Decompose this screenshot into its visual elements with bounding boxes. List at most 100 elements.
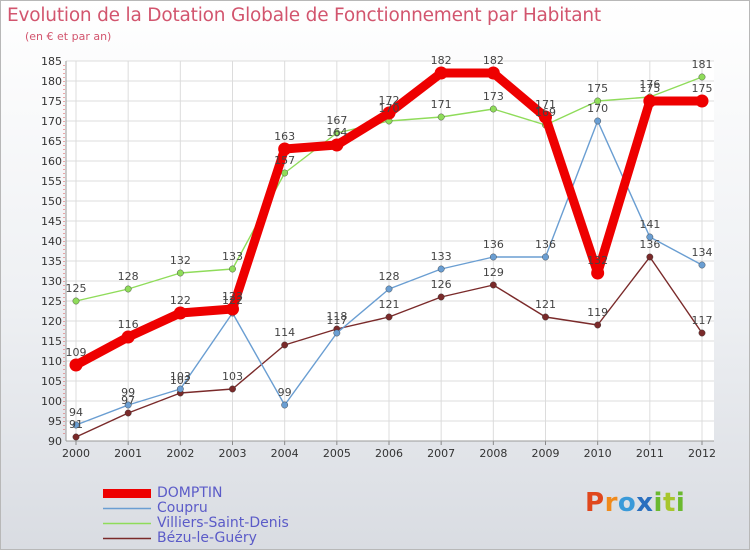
data-label: 169 xyxy=(535,106,556,119)
x-tick-label: 2012 xyxy=(688,447,716,460)
data-label: 170 xyxy=(379,102,400,115)
data-label: 99 xyxy=(278,386,292,399)
y-tick-label: 180 xyxy=(41,75,62,88)
chart-title: Evolution de la Dotation Globale de Fonc… xyxy=(7,5,601,26)
chart-subtitle: (en € et par an) xyxy=(25,30,112,43)
data-point xyxy=(646,233,654,241)
data-label: 116 xyxy=(118,318,139,331)
data-label: 103 xyxy=(170,370,191,383)
legend: DOMPTIN Coupru Villiers-Saint-Denis Bézu-le… xyxy=(101,486,289,546)
data-label: 128 xyxy=(379,270,400,283)
data-label: 132 xyxy=(170,254,191,267)
legend-swatch xyxy=(103,522,151,525)
data-label: 136 xyxy=(535,238,556,251)
data-label: 121 xyxy=(379,298,400,311)
y-tick-label: 175 xyxy=(41,95,62,108)
legend-item: DOMPTIN xyxy=(101,486,289,501)
y-tick-label: 120 xyxy=(41,315,62,328)
data-label: 126 xyxy=(431,278,452,291)
data-point xyxy=(124,285,132,293)
y-tick-label: 105 xyxy=(41,375,62,388)
data-label: 136 xyxy=(483,238,504,251)
data-point xyxy=(229,265,236,273)
data-label: 171 xyxy=(535,98,556,111)
data-point xyxy=(698,261,706,269)
data-label: 170 xyxy=(587,102,608,115)
data-point xyxy=(539,110,552,124)
data-label: 134 xyxy=(692,246,713,259)
data-label: 121 xyxy=(535,298,556,311)
x-tick-label: 2011 xyxy=(636,447,664,460)
data-label: 117 xyxy=(692,314,713,327)
data-label: 175 xyxy=(639,82,660,95)
data-label: 167 xyxy=(326,114,347,127)
data-point xyxy=(333,129,341,137)
x-tick-label: 2008 xyxy=(479,447,507,460)
y-tick-label: 125 xyxy=(41,295,62,308)
x-tick-label: 2005 xyxy=(323,447,351,460)
data-label: 122 xyxy=(222,294,243,307)
y-tick-label: 140 xyxy=(41,235,62,248)
data-point xyxy=(229,385,236,393)
data-point xyxy=(385,285,393,293)
data-point xyxy=(124,401,132,409)
x-tick-label: 2006 xyxy=(375,447,403,460)
legend-swatch xyxy=(103,537,151,540)
legend-label: Bézu-le-Guéry xyxy=(157,530,257,546)
data-label: 173 xyxy=(483,90,504,103)
y-tick-label: 95 xyxy=(48,415,62,428)
data-label: 117 xyxy=(326,314,347,327)
data-label: 164 xyxy=(326,126,347,139)
data-label: 91 xyxy=(69,418,83,431)
y-tick-label: 150 xyxy=(41,195,62,208)
y-tick-label: 155 xyxy=(41,175,62,188)
axis-layer: 90 95 100 105 110 115 120 125 130 135 140 145 150 155… xyxy=(41,55,716,460)
x-tick-label: 2000 xyxy=(62,447,90,460)
data-point xyxy=(542,313,549,321)
data-label: 157 xyxy=(274,154,295,167)
x-tick-label: 2010 xyxy=(584,447,612,460)
data-point xyxy=(121,330,135,344)
data-label: 129 xyxy=(483,266,504,279)
legend-label: Villiers-Saint-Denis xyxy=(157,515,289,531)
data-point xyxy=(437,113,445,121)
data-point xyxy=(69,358,83,372)
legend-swatch xyxy=(103,489,151,498)
data-point xyxy=(72,297,80,305)
y-tick-label: 145 xyxy=(41,215,62,228)
y-tick-label: 170 xyxy=(41,115,62,128)
data-label: 182 xyxy=(483,54,504,67)
data-label: 182 xyxy=(431,54,452,67)
data-label: 181 xyxy=(692,58,713,71)
data-point xyxy=(489,105,497,113)
legend-label: Coupru xyxy=(157,500,208,516)
data-label: 133 xyxy=(222,250,243,263)
data-point xyxy=(486,66,500,80)
data-label: 103 xyxy=(222,370,243,383)
data-label: 119 xyxy=(587,306,608,319)
data-label: 118 xyxy=(326,310,347,323)
data-point xyxy=(698,73,706,81)
x-tick-label: 2009 xyxy=(532,447,560,460)
y-tick-label: 110 xyxy=(41,355,62,368)
data-label: 171 xyxy=(431,98,452,111)
series-layer xyxy=(69,66,709,441)
y-tick-label: 135 xyxy=(41,255,62,268)
data-point xyxy=(643,94,657,108)
data-label: 133 xyxy=(431,250,452,263)
legend-label: DOMPTIN xyxy=(157,485,223,501)
data-label: 128 xyxy=(118,270,139,283)
data-label: 163 xyxy=(274,130,295,143)
data-point xyxy=(594,97,602,105)
x-tick-label: 2007 xyxy=(427,447,455,460)
data-label: 97 xyxy=(121,394,135,407)
y-tick-label: 100 xyxy=(41,395,62,408)
proxiti-logo: Proxiti xyxy=(585,488,686,518)
data-point xyxy=(437,293,445,301)
data-label: 122 xyxy=(170,294,191,307)
x-tick-label: 2004 xyxy=(271,447,299,460)
data-label: 172 xyxy=(379,94,400,107)
data-point xyxy=(437,265,445,273)
data-point xyxy=(330,138,344,152)
